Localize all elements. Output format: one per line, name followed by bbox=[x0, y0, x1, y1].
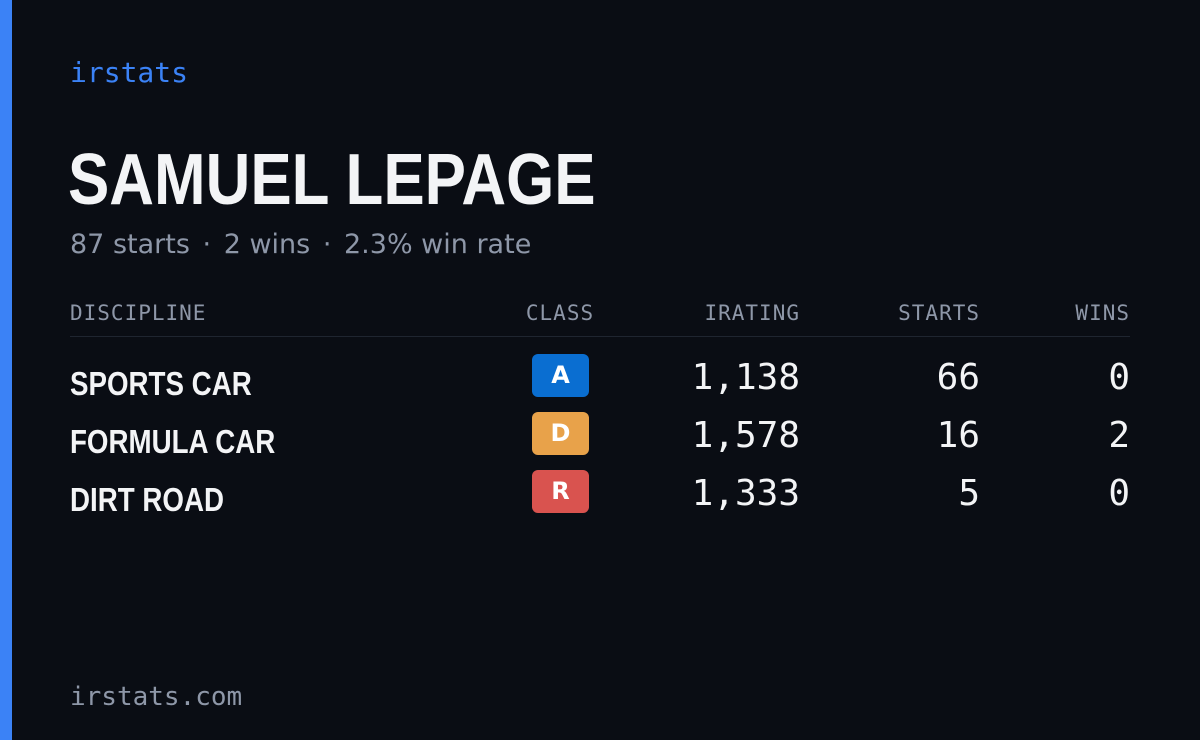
wins-value: 2 bbox=[1108, 415, 1130, 456]
irating-value: 1,333 bbox=[691, 473, 800, 514]
table-row: SPORTS CAR A 1,138 66 0 bbox=[70, 354, 1130, 412]
column-header-wins: WINS bbox=[1075, 301, 1130, 325]
wins-value: 0 bbox=[1108, 357, 1130, 398]
wins-value: 0 bbox=[1108, 473, 1130, 514]
starts-summary: 87 starts bbox=[70, 229, 190, 260]
discipline-name: FORMULA CAR bbox=[70, 423, 276, 460]
win-rate-summary: 2.3% win rate bbox=[344, 229, 532, 260]
starts-value: 5 bbox=[958, 473, 980, 514]
column-header-discipline: DISCIPLINE bbox=[70, 301, 207, 325]
table-row: DIRT ROAD R 1,333 5 0 bbox=[70, 470, 1130, 528]
column-header-class: CLASS bbox=[525, 301, 595, 325]
separator: · bbox=[322, 229, 332, 260]
discipline-name: SPORTS CAR bbox=[70, 365, 252, 402]
starts-value: 16 bbox=[936, 415, 980, 456]
driver-name: SAMUEL LEPAGE bbox=[68, 140, 596, 220]
column-header-irating: IRATING bbox=[704, 301, 800, 325]
separator: · bbox=[202, 229, 212, 260]
class-badge: A bbox=[532, 354, 589, 397]
class-badge: D bbox=[532, 412, 589, 455]
table-row: FORMULA CAR D 1,578 16 2 bbox=[70, 412, 1130, 470]
class-badge: R bbox=[532, 470, 589, 513]
starts-value: 66 bbox=[936, 357, 980, 398]
accent-bar bbox=[0, 0, 12, 740]
column-header-starts: STARTS bbox=[898, 301, 980, 325]
discipline-name: DIRT ROAD bbox=[70, 481, 224, 518]
driver-summary: 87 starts · 2 wins · 2.3% win rate bbox=[70, 228, 531, 262]
brand-logo: irstats bbox=[70, 56, 189, 89]
table-header: DISCIPLINE CLASS IRATING STARTS WINS bbox=[70, 298, 1130, 337]
irating-value: 1,138 bbox=[691, 357, 800, 398]
footer-url: irstats.com bbox=[70, 682, 243, 712]
license-table: DISCIPLINE CLASS IRATING STARTS WINS SPO… bbox=[70, 298, 1130, 518]
irating-value: 1,578 bbox=[691, 415, 800, 456]
wins-summary: 2 wins bbox=[223, 229, 311, 260]
